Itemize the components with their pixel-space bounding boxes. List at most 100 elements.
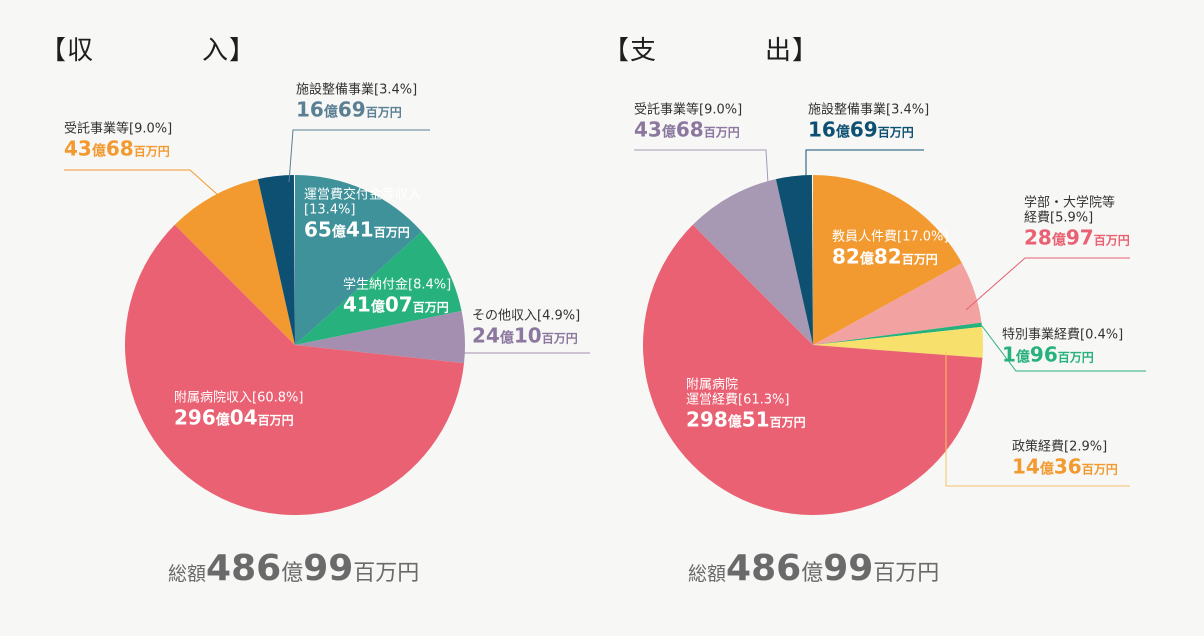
income-label-2-text-1-3: 百万円 — [542, 331, 578, 345]
income-label-2-text-0-0: その他収入 — [472, 308, 537, 323]
expense-label-0-text-1-2: 82 — [874, 244, 902, 268]
expense-heading: 【支 出】 — [603, 36, 820, 66]
expense-label-5-text-0-1: [9.0%] — [699, 102, 742, 117]
expense-leader-5 — [634, 149, 770, 201]
expense-label-1-text-1-1: [5.9%] — [1050, 210, 1093, 225]
expense-label-4-text-2-3: 百万円 — [770, 415, 806, 429]
expense-slice-5 — [692, 179, 813, 345]
expense-slice-0 — [813, 175, 962, 345]
expense-label-3-line-0: 政策経費[2.9%] — [1012, 438, 1107, 454]
income-label-0-line-1: [13.4%] — [304, 202, 355, 217]
expense-label-4-text-0-0: 附属病院 — [686, 377, 738, 392]
expense-label-5-line-0: 受託事業等[9.0%] — [634, 101, 742, 117]
income-label-4-text-1-2: 68 — [106, 136, 134, 160]
expense-slice-1 — [813, 263, 982, 345]
income-label-5-text-0-0: 施設整備事業 — [296, 81, 374, 97]
income-label-2-line-1: 24億10百万円 — [472, 323, 578, 347]
income-slice-3 — [124, 224, 465, 515]
income-slice-5 — [257, 175, 295, 345]
expense-label-4-line-2: 298億51百万円 — [686, 407, 806, 431]
income-label-4-text-1-0: 43 — [64, 136, 92, 160]
expense-label-1-line-0: 学部・大学院等 — [1024, 194, 1115, 210]
income-total-oku: 486 — [206, 548, 282, 589]
income-label-4-text-1-3: 百万円 — [134, 144, 170, 158]
expense-label-1-text-2-2: 97 — [1066, 225, 1094, 249]
income-leader-5 — [288, 129, 430, 183]
income-total-label: 総額 — [168, 563, 207, 585]
income-label-0-text-2-3: 百万円 — [374, 225, 410, 239]
expense-label-0-text-1-3: 百万円 — [902, 252, 938, 266]
income-slice-4 — [174, 179, 295, 345]
expense-total: 総額486億99百万円 — [688, 548, 939, 589]
expense-label-6-text-1-1: 億 — [836, 123, 850, 140]
expense-label-2-line-1: 1億96百万円 — [1002, 342, 1094, 366]
income-label-4-line-1: 43億68百万円 — [64, 136, 170, 160]
expense-label-2-text-0-1: [0.4%] — [1080, 327, 1123, 342]
expense-label-5-text-1-0: 43 — [634, 117, 662, 141]
income-slice-0 — [295, 175, 422, 345]
expense-label-6-line-0: 施設整備事業[3.4%] — [808, 101, 929, 117]
income-label-4-text-0-0: 受託事業等 — [64, 120, 129, 136]
expense-label-6-text-1-0: 16 — [808, 117, 836, 141]
income-label-3-text-1-0: 296 — [174, 405, 216, 429]
expense-label-1-text-2-3: 百万円 — [1094, 233, 1130, 247]
income-label-0-text-1-0: [13.4%] — [304, 202, 355, 217]
income-label-5-text-0-1: [3.4%] — [374, 82, 417, 97]
expense-leader-2 — [981, 325, 1146, 372]
expense-label-5-text-0-0: 受託事業等 — [634, 101, 699, 117]
income-label-5-text-1-3: 百万円 — [366, 105, 402, 119]
income-total-man-unit: 百万円 — [353, 561, 420, 586]
expense-label-4-text-2-2: 51 — [742, 407, 770, 431]
income-label-3-text-1-3: 百万円 — [258, 413, 294, 427]
income-label-1-text-0-0: 学生納付金 — [343, 276, 408, 292]
income-label-2-text-1-2: 10 — [514, 323, 542, 347]
income-leader-4 — [64, 169, 238, 213]
income-label-1-text-1-0: 41 — [343, 292, 371, 316]
income-label-1-line-0: 学生納付金[8.4%] — [343, 276, 451, 292]
expense-label-3-text-0-0: 政策経費 — [1012, 438, 1064, 454]
income-label-3-text-0-0: 附属病院収入 — [174, 390, 252, 405]
income-label-0-line-2: 65億41百万円 — [304, 217, 410, 241]
expense-label-4-text-1-1: [61.3%] — [738, 392, 789, 407]
income-label-5-text-1-0: 16 — [296, 97, 324, 121]
income-label-2-text-1-1: 億 — [500, 329, 514, 346]
expense-label-3-text-0-1: [2.9%] — [1064, 439, 1107, 454]
income-label-3-text-1-2: 04 — [230, 405, 258, 429]
income-label-0-text-2-2: 41 — [346, 217, 374, 241]
income-slice-1 — [295, 231, 462, 345]
income-slice-2 — [295, 311, 466, 364]
income-label-4-text-0-1: [9.0%] — [129, 121, 172, 136]
expense-slice-3 — [813, 326, 984, 358]
income-label-1-text-1-1: 億 — [371, 298, 385, 315]
expense-total-oku: 486 — [726, 548, 802, 589]
expense-slice-2 — [813, 322, 983, 345]
income-label-1-line-1: 41億07百万円 — [343, 292, 449, 316]
expense-label-0-line-0: 教員人件費[17.0%] — [832, 228, 948, 244]
expense-label-1-text-0-0: 学部・大学院等 — [1024, 194, 1115, 210]
expense-leader-3 — [945, 352, 1130, 487]
income-label-2-text-0-1: [4.9%] — [537, 308, 580, 323]
expense-label-2-text-0-0: 特別事業経費 — [1002, 326, 1080, 342]
income-label-3-text-1-1: 億 — [216, 411, 230, 428]
income-label-0-text-2-0: 65 — [304, 217, 332, 241]
income-label-1-text-1-2: 07 — [385, 292, 413, 316]
income-label-3-text-0-1: [60.8%] — [252, 390, 303, 405]
income-total: 総額486億99百万円 — [168, 548, 419, 589]
income-label-2-text-1-0: 24 — [472, 323, 500, 347]
expense-label-4-text-1-0: 運営経費 — [686, 392, 738, 407]
income-heading: 【収 入】 — [40, 36, 257, 66]
income-label-1-text-0-1: [8.4%] — [408, 277, 451, 292]
expense-label-1-text-1-0: 経費 — [1024, 210, 1050, 225]
expense-label-6-text-1-3: 百万円 — [878, 125, 914, 139]
expense-label-1-text-2-0: 28 — [1024, 225, 1052, 249]
expense-total-label: 総額 — [688, 563, 727, 585]
expense-label-3-line-1: 14億36百万円 — [1012, 454, 1118, 478]
income-label-0-line-0: 運営費交付金等収入 — [304, 186, 421, 202]
income-label-5-text-1-2: 69 — [338, 97, 366, 121]
expense-label-3-text-1-1: 億 — [1040, 460, 1054, 477]
income-label-5-line-1: 16億69百万円 — [296, 97, 402, 121]
expense-label-6-text-0-0: 施設整備事業 — [808, 101, 886, 117]
income-label-0-text-0-0: 運営費交付金等収入 — [304, 186, 421, 202]
expense-leader-1 — [965, 257, 1130, 311]
